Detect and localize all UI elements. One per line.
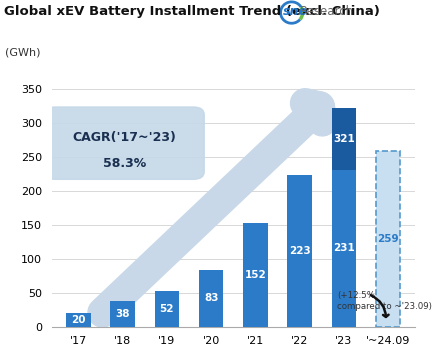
Text: 152: 152 <box>245 270 266 280</box>
Text: 321: 321 <box>333 134 355 144</box>
Bar <box>243 223 267 327</box>
Text: 83: 83 <box>204 293 219 303</box>
Bar <box>332 108 356 169</box>
Text: (GWh): (GWh) <box>5 48 40 58</box>
Text: 20: 20 <box>71 315 86 325</box>
Text: 38: 38 <box>115 309 130 319</box>
Text: CAGR('17~'23): CAGR('17~'23) <box>73 131 176 145</box>
FancyBboxPatch shape <box>44 107 204 180</box>
Bar <box>376 150 400 327</box>
Bar <box>66 313 91 327</box>
Text: Research: Research <box>300 5 354 18</box>
Text: 223: 223 <box>289 246 311 256</box>
Text: 52: 52 <box>160 304 174 314</box>
Bar <box>199 270 223 327</box>
Text: 58.3%: 58.3% <box>103 157 146 171</box>
Text: 259: 259 <box>378 234 399 244</box>
Bar <box>287 175 312 327</box>
Text: Global xEV Battery Installment Trend (excl. China): Global xEV Battery Installment Trend (ex… <box>4 5 380 18</box>
Bar <box>155 291 179 327</box>
Bar <box>376 150 400 327</box>
Text: sne: sne <box>283 5 308 18</box>
Text: 231: 231 <box>333 243 355 253</box>
Text: (+12.5%
compared to ~'23.09): (+12.5% compared to ~'23.09) <box>337 291 432 311</box>
Bar <box>111 301 135 327</box>
Bar <box>332 169 356 327</box>
